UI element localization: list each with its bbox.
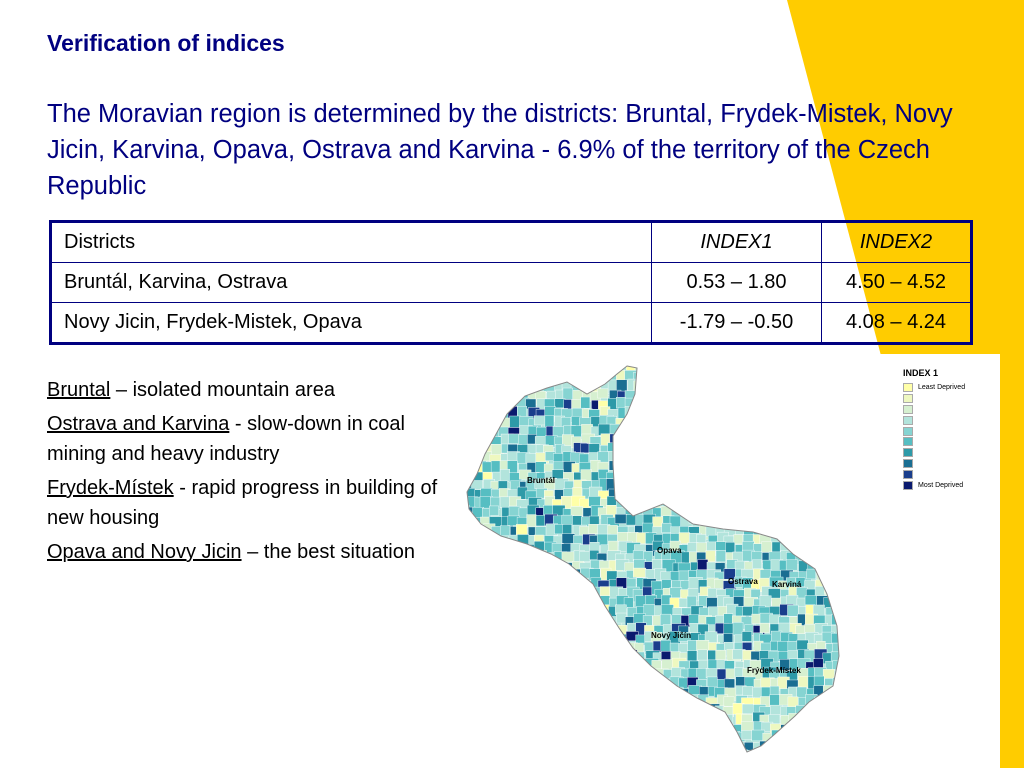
header-districts: Districts: [50, 221, 652, 263]
deprivation-map: Bruntál Opava Ostrava Karviná Nový Jičín…: [455, 354, 1000, 768]
legend-item: [903, 470, 998, 481]
legend-item: [903, 459, 998, 470]
table-row: Bruntál, Karvina, Ostrava 0.53 – 1.80 4.…: [50, 262, 972, 303]
legend-item: [903, 426, 998, 438]
legend-item: [903, 404, 998, 416]
legend-swatch: [903, 415, 913, 425]
note-ostrava-karvina: Ostrava and Karvina - slow-down in coal …: [47, 409, 447, 469]
legend-swatch: [903, 448, 913, 458]
table-header-row: Districts INDEX1 INDEX2: [50, 221, 972, 263]
indices-table: Districts INDEX1 INDEX2 Bruntál, Karvina…: [49, 220, 973, 345]
note-opava-novy-jicin: Opava and Novy Jicin – the best situatio…: [47, 537, 447, 567]
map-label-karvina: Karviná: [772, 580, 802, 589]
slide-intro-text: The Moravian region is determined by the…: [47, 100, 953, 200]
legend-item: [903, 437, 998, 448]
legend-swatch: [903, 437, 913, 447]
region-outline: [466, 365, 840, 753]
legend-swatch: [903, 404, 913, 414]
note-term: Opava and Novy Jicin: [47, 541, 242, 563]
legend-item: [903, 393, 998, 405]
legend-item: Most Deprived: [903, 481, 998, 492]
header-index2: INDEX2: [821, 221, 972, 263]
note-text: - rapid progress in building of new hous…: [47, 477, 438, 529]
legend-label-high: Most Deprived: [918, 482, 964, 490]
legend-scale: Least Deprived Most Deprived: [903, 383, 998, 492]
map-label-ostrava: Ostrava: [728, 577, 758, 586]
map-legend: INDEX 1 Least Deprived Most Deprived: [903, 368, 998, 492]
legend-item: [903, 448, 998, 459]
note-frydek-mistek: Frydek-Místek - rapid progress in buildi…: [47, 473, 447, 533]
legend-label-low: Least Deprived: [918, 384, 966, 391]
map-label-bruntal: Bruntál: [527, 476, 555, 485]
legend-swatch: [903, 383, 913, 392]
map-label-frydek-mistek: Frýdek-Místek: [747, 666, 801, 675]
note-term: Bruntal: [47, 379, 111, 401]
legend-item: [903, 415, 998, 427]
table-row: Novy Jicin, Frydek-Mistek, Opava -1.79 –…: [50, 302, 972, 344]
slide-heading: Verification of indices: [47, 30, 285, 56]
cell-index1: -1.79 – -0.50: [651, 302, 822, 344]
legend-swatch: [903, 393, 913, 403]
note-term: Ostrava and Karvina: [47, 413, 230, 435]
cell-index2: 4.50 – 4.52: [821, 262, 972, 303]
note-text: – the best situation: [241, 541, 415, 563]
map-label-novy-jicin: Nový Jičín: [651, 631, 692, 640]
note-bruntal: Bruntal – isolated mountain area: [47, 375, 447, 405]
legend-item: Least Deprived: [903, 383, 998, 394]
cell-index2: 4.08 – 4.24: [821, 302, 972, 344]
note-text: – isolated mountain area: [110, 379, 335, 401]
legend-swatch: [903, 481, 913, 491]
header-index1: INDEX1: [651, 221, 822, 263]
map-label-opava: Opava: [657, 546, 682, 555]
legend-swatch: [903, 470, 913, 480]
note-term: Frydek-Místek: [47, 477, 174, 499]
cell-index1: 0.53 – 1.80: [651, 262, 822, 303]
legend-swatch: [903, 459, 913, 469]
cell-districts: Novy Jicin, Frydek-Mistek, Opava: [50, 302, 652, 344]
legend-swatch: [903, 426, 913, 436]
region-map-image: [466, 365, 840, 753]
district-notes: Bruntal – isolated mountain area Ostrava…: [47, 375, 447, 571]
legend-title: INDEX 1: [903, 368, 939, 378]
cell-districts: Bruntál, Karvina, Ostrava: [50, 262, 652, 303]
note-text: - slow-down in coal mining and heavy ind…: [47, 413, 405, 465]
